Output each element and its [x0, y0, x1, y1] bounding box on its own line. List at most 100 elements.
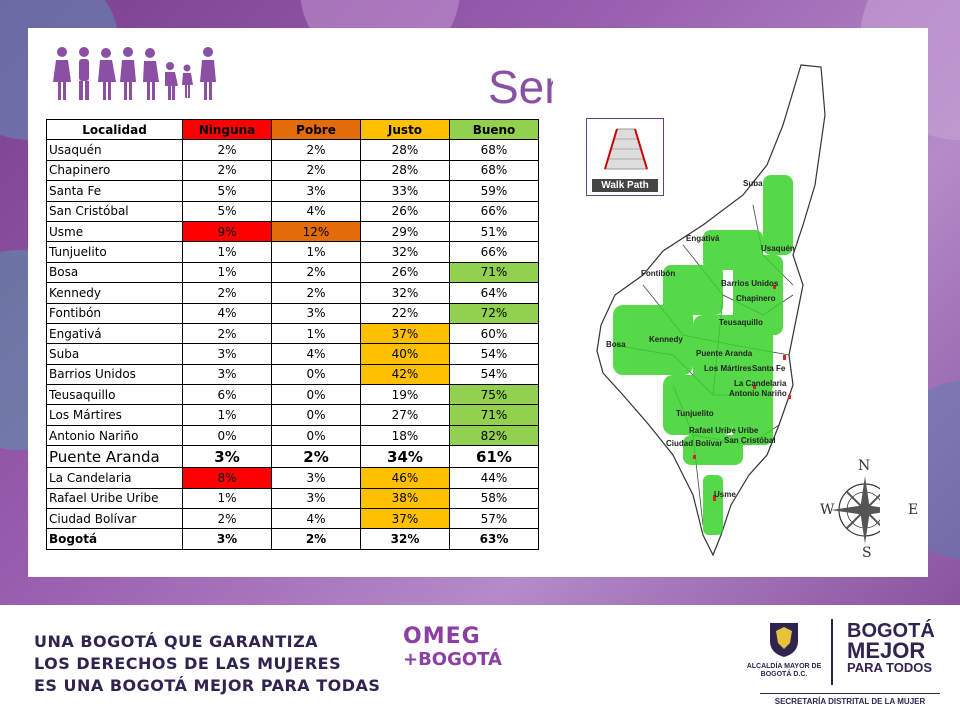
cell-value: 2%	[271, 445, 361, 469]
cell-value: 0%	[271, 363, 361, 386]
cell-value: 6%	[182, 384, 272, 406]
cell-value: 2%	[182, 322, 272, 345]
cell-value: 82%	[449, 424, 539, 447]
map-label: Fontibón	[641, 269, 675, 278]
column-header-justo: Justo	[360, 118, 450, 141]
sendero-table: Localidad Ninguna Pobre Justo Bueno Usaq…	[46, 118, 539, 550]
map-label: Santa Fe	[752, 364, 786, 373]
cell-value: 2%	[182, 139, 272, 161]
table-row: Kennedy 2% 2% 32% 64%	[46, 282, 539, 304]
footer-slogan: UNA BOGOTÁ QUE GARANTIZA LOS DERECHOS DE…	[34, 631, 380, 697]
map-label: Puente Aranda	[696, 349, 753, 358]
column-header-pobre: Pobre	[271, 118, 361, 141]
map-label: Usaquén	[761, 244, 795, 253]
cell-value: 4%	[271, 508, 361, 530]
cell-value: 18%	[360, 424, 450, 447]
cell-localidad: Bogotá	[46, 528, 183, 550]
compass-n: N	[858, 458, 871, 474]
cell-localidad: Teusaquillo	[46, 384, 183, 406]
omeg-logo-bottom: +BOGOTÁ	[403, 649, 502, 670]
map-label: Los Mártires	[704, 364, 752, 373]
cell-value: 60%	[449, 322, 539, 345]
map-label: Barrios Unidos	[721, 279, 779, 288]
cell-value: 4%	[271, 343, 361, 365]
cell-value: 3%	[182, 363, 272, 386]
cell-value: 68%	[449, 159, 539, 182]
slogan-line: UNA BOGOTÁ QUE GARANTIZA	[34, 632, 319, 651]
cell-value: 0%	[271, 384, 361, 406]
cell-value: 54%	[449, 343, 539, 365]
map-label: San Cristóbal	[724, 436, 776, 445]
cell-value: 2%	[271, 261, 361, 284]
cell-value: 34%	[360, 445, 450, 469]
compass-s: S	[862, 545, 872, 561]
table-row: La Candelaria 8% 3% 46% 44%	[46, 467, 539, 489]
cell-value: 38%	[360, 487, 450, 510]
cell-value: 37%	[360, 508, 450, 530]
cell-value: 32%	[360, 528, 450, 550]
cell-localidad: Suba	[46, 343, 183, 365]
cell-localidad: Bosa	[46, 261, 183, 284]
compass-e: E	[908, 502, 919, 518]
alcaldia-label: ALCALDÍA MAYOR DE BOGOTÁ D.C.	[746, 663, 822, 678]
table-row: Fontibón 4% 3% 22% 72%	[46, 302, 539, 324]
cell-value: 58%	[449, 487, 539, 510]
footer: UNA BOGOTÁ QUE GARANTIZA LOS DERECHOS DE…	[0, 605, 960, 720]
cell-value: 2%	[271, 139, 361, 161]
table-row: Usaquén 2% 2% 28% 68%	[46, 139, 539, 161]
cell-localidad: Antonio Nariño	[46, 424, 183, 447]
cell-value: 66%	[449, 200, 539, 222]
cell-value: 46%	[360, 467, 450, 489]
cell-value: 75%	[449, 384, 539, 406]
cell-value: 3%	[271, 487, 361, 510]
cell-value: 32%	[360, 241, 450, 263]
table-row: Suba 3% 4% 40% 54%	[46, 343, 539, 365]
column-header-ninguna: Ninguna	[182, 118, 272, 141]
cell-localidad: Rafael Uribe Uribe	[46, 487, 183, 510]
bogota-mejor-logo: BOGOTÁ MEJOR PARA TODOS	[847, 621, 935, 675]
cell-value: 71%	[449, 261, 539, 284]
table-row: Engativá 2% 1% 37% 60%	[46, 322, 539, 345]
cell-value: 2%	[182, 508, 272, 530]
cell-value: 0%	[182, 424, 272, 447]
table-row: Antonio Nariño 0% 0% 18% 82%	[46, 424, 539, 447]
legend-label: Walk Path	[592, 179, 658, 192]
cell-localidad: Engativá	[46, 322, 183, 345]
table-row: Santa Fe 5% 3% 33% 59%	[46, 180, 539, 202]
column-header-localidad: Localidad	[46, 118, 183, 141]
table-row: Barrios Unidos 3% 0% 42% 54%	[46, 363, 539, 386]
map-label: Tunjuelito	[676, 409, 714, 418]
cell-value: 54%	[449, 363, 539, 386]
cell-value: 3%	[271, 302, 361, 324]
cell-value: 40%	[360, 343, 450, 365]
cell-value: 29%	[360, 220, 450, 243]
walk-path-icon	[604, 128, 648, 170]
cell-value: 71%	[449, 404, 539, 426]
map-label: Bosa	[606, 340, 626, 349]
table-row: Bosa 1% 2% 26% 71%	[46, 261, 539, 284]
cell-value: 42%	[360, 363, 450, 386]
cell-value: 2%	[271, 528, 361, 550]
cell-value: 5%	[182, 200, 272, 222]
cell-value: 9%	[182, 220, 272, 243]
walk-path-legend: Walk Path	[586, 118, 664, 196]
bogota-logo-line1: BOGOTÁ	[847, 620, 935, 642]
cell-localidad: Kennedy	[46, 282, 183, 304]
map-label: Teusaquillo	[719, 318, 763, 327]
cell-localidad: La Candelaria	[46, 467, 183, 489]
cell-value: 2%	[271, 282, 361, 304]
cell-value: 3%	[182, 343, 272, 365]
compass-w: W	[820, 502, 835, 518]
cell-value: 37%	[360, 322, 450, 345]
map-label: Antonio Nariño	[729, 389, 787, 398]
cell-value: 19%	[360, 384, 450, 406]
cell-value: 64%	[449, 282, 539, 304]
cell-value: 22%	[360, 302, 450, 324]
cell-value: 44%	[449, 467, 539, 489]
cell-value: 3%	[182, 528, 272, 550]
cell-value: 2%	[271, 159, 361, 182]
cell-value: 28%	[360, 159, 450, 182]
cell-value: 1%	[182, 487, 272, 510]
cell-value: 51%	[449, 220, 539, 243]
cell-localidad: San Cristóbal	[46, 200, 183, 222]
